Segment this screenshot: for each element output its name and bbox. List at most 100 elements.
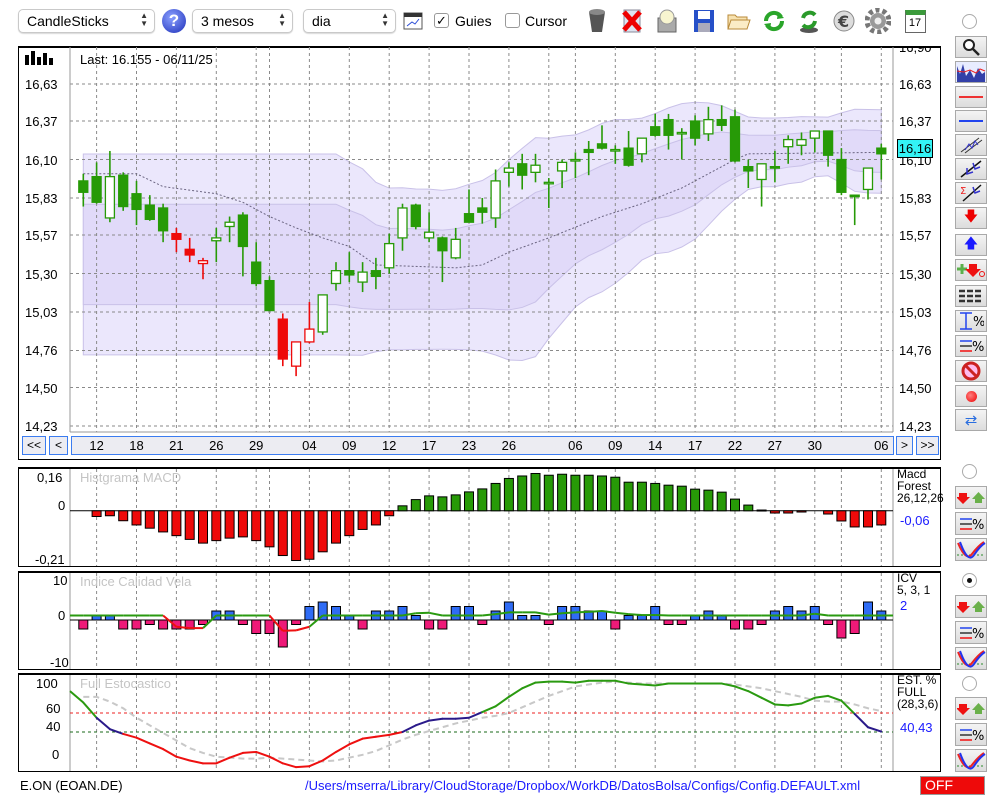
settings-button[interactable]	[865, 8, 891, 34]
icv-signal-segment	[162, 614, 178, 628]
icv-oscillator-cross-button[interactable]	[955, 647, 987, 670]
scroll-last-button[interactable]: >>	[916, 436, 939, 455]
price-tick-right: 15,30	[899, 266, 932, 282]
macd-bar	[623, 481, 634, 512]
buy-signal-button[interactable]: 🡅	[955, 234, 987, 256]
candle-body	[357, 271, 368, 283]
zoom-button[interactable]	[955, 36, 987, 58]
macd-y-min: -0,21	[35, 552, 65, 567]
candle	[796, 132, 807, 156]
svg-text:€: €	[837, 12, 849, 31]
candle	[503, 162, 515, 187]
red-line-button[interactable]	[955, 86, 987, 108]
gear-icon	[865, 8, 891, 34]
stoch-panel-radio[interactable]	[962, 676, 977, 691]
stoch-k-segment	[95, 716, 111, 731]
cursor-checkbox[interactable]	[505, 13, 520, 28]
candle-body	[370, 270, 382, 278]
candle-body	[716, 118, 727, 126]
range-percent-button[interactable]: %	[955, 310, 987, 332]
chart-window-button[interactable]	[402, 8, 424, 34]
guides-checkbox[interactable]: ✓	[434, 13, 449, 28]
icv-panel-radio[interactable]	[962, 573, 977, 588]
sync-button[interactable]	[797, 8, 821, 34]
volume-chart-button[interactable]	[955, 61, 987, 83]
macd-bar	[570, 474, 581, 512]
period-value: 3 mesos	[201, 13, 254, 29]
stoch-k-segment	[534, 680, 550, 684]
stoch-k-segment	[122, 732, 138, 739]
icv-bar	[131, 619, 142, 630]
candle	[410, 203, 421, 230]
period-select[interactable]: 3 mesos ▲ ▼	[192, 9, 293, 33]
scroll-prev-button[interactable]: <	[49, 436, 68, 455]
candle-body	[211, 237, 222, 242]
icv-signals-button[interactable]	[955, 595, 987, 618]
interval-select[interactable]: dia ▲ ▼	[303, 9, 396, 33]
icv-bar	[663, 619, 674, 625]
swap-button[interactable]: ⇄	[955, 409, 987, 431]
date-tick: 26	[501, 438, 517, 453]
date-scroll-strip[interactable]	[71, 436, 894, 455]
trendline-button[interactable]	[955, 158, 987, 180]
open-folder-button[interactable]	[727, 8, 751, 34]
price-tick-right: 16,37	[899, 114, 932, 130]
macd-bar	[424, 495, 435, 512]
icv-bar	[171, 619, 182, 630]
macd-bar	[783, 510, 794, 514]
legend-line: (28,3,6)	[897, 697, 939, 711]
stoch-signals-button[interactable]	[955, 697, 987, 720]
refresh-button[interactable]	[762, 8, 786, 34]
scroll-first-button[interactable]: <<	[22, 436, 46, 455]
stoch-oscillator-cross-button[interactable]	[955, 749, 987, 772]
lines-percent-button[interactable]: %	[955, 335, 987, 357]
channel-button[interactable]	[955, 134, 987, 156]
sigma-trendline-button[interactable]: Σ	[955, 182, 987, 204]
stoch-lines-percent-button[interactable]: %	[955, 723, 987, 746]
bulb-button[interactable]	[655, 8, 679, 34]
check-icon: ✓	[436, 13, 447, 28]
sell-signal-button[interactable]: 🡇	[955, 207, 987, 229]
config-path-link[interactable]: /Users/mserra/Library/CloudStorage/Dropb…	[305, 778, 861, 793]
stoch-title: Full Estocastico	[80, 676, 172, 691]
macd-bar	[676, 485, 687, 512]
candle-body	[251, 261, 262, 285]
euro-button[interactable]: €	[832, 8, 856, 34]
price-tick-right: 15,03	[899, 305, 932, 320]
macd-bar	[743, 504, 754, 512]
macd-oscillator-cross-button[interactable]	[955, 538, 987, 561]
help-button[interactable]: ?	[162, 8, 186, 34]
floppy-disk-icon	[694, 10, 714, 32]
delete-button[interactable]	[620, 8, 644, 34]
channel-icon	[960, 137, 983, 154]
stoch-k-segment	[308, 759, 324, 768]
forbidden-button[interactable]	[955, 360, 987, 382]
stoch-k-segment	[640, 683, 657, 687]
candle-body	[91, 175, 102, 203]
candle	[862, 167, 874, 200]
macd-signals-button[interactable]	[955, 486, 987, 509]
add-signal-button[interactable]	[955, 259, 987, 281]
stoch-k-segment	[787, 702, 803, 707]
icv-bar	[863, 601, 873, 621]
icv-signal-segment	[268, 614, 284, 632]
status-off-button[interactable]: OFF	[920, 776, 985, 795]
macd-lines-percent-button[interactable]: %	[955, 512, 987, 535]
grid-lines-button[interactable]	[955, 285, 987, 307]
calendar-button[interactable]: 17	[903, 8, 927, 34]
icv-lines-percent-button[interactable]: %	[955, 621, 987, 644]
scroll-next-button[interactable]: >	[896, 436, 913, 455]
candle-body	[131, 193, 142, 211]
blue-line-button[interactable]	[955, 110, 987, 132]
red-dot-icon	[965, 390, 977, 402]
icv-bar	[610, 619, 621, 630]
stoch-k-segment	[561, 680, 577, 684]
save-button[interactable]	[692, 8, 716, 34]
trash-button[interactable]	[585, 8, 609, 34]
macd-panel-radio[interactable]	[962, 464, 977, 479]
main-panel-radio[interactable]	[962, 14, 977, 29]
stoch-k-segment	[521, 681, 537, 690]
chart-type-select[interactable]: CandleSticks ▲ ▼	[18, 9, 155, 33]
date-tick: 27	[767, 438, 783, 453]
record-button[interactable]	[955, 385, 987, 407]
